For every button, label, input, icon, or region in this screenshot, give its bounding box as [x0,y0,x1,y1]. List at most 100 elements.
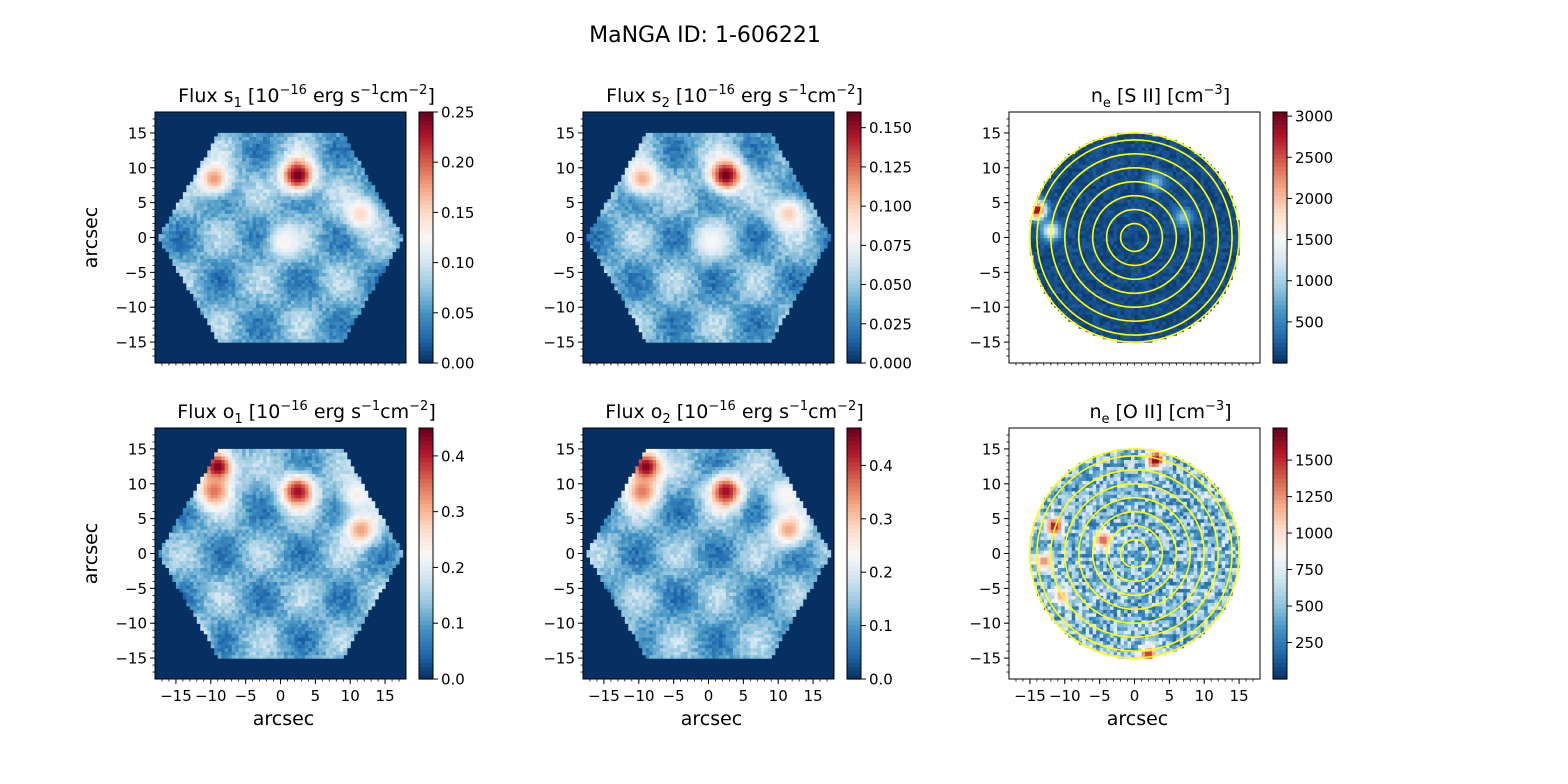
colorbar-tick-label: 3000 [1295,108,1333,126]
colorbar-tick-label: 0.3 [869,510,893,528]
panel-title: Flux s1 [10−16 erg s−1cm−2] [178,83,435,111]
y-tick-label: −10 [969,299,1001,317]
x-tick-label: −10 [1049,687,1081,705]
y-tick-label: 0 [991,229,1001,247]
x-tick-label: −15 [1014,687,1046,705]
y-tick-label: 15 [128,124,147,142]
y-tick-label: 15 [982,440,1001,458]
colorbar-tick-label: 0.1 [441,615,465,633]
y-tick-label: 5 [137,194,147,212]
panel-title: Flux s2 [10−16 erg s−1cm−2] [606,83,863,111]
colorbar-tick-label: 0.20 [441,154,474,172]
colorbar-tick-label: 250 [1295,634,1324,652]
colorbar-tick-label: 0.15 [441,204,474,222]
x-tick-label: −15 [160,687,192,705]
y-tick-label: −15 [115,334,147,352]
colorbar-tick-label: 0.100 [869,198,912,216]
colorbar-tick-label: 1500 [1295,231,1333,249]
y-tick-label: 0 [991,545,1001,563]
x-tick-label: −5 [235,687,257,705]
x-tick-label: 10 [1195,687,1214,705]
colorbar-tick-label: 0.3 [441,503,465,521]
x-tick-label: 15 [1230,687,1249,705]
figure: MaNGA ID: 1-606221 −15−10−5051015arcsecF… [0,0,1568,784]
x-tick-label: −5 [1089,687,1111,705]
y-tick-label: −15 [115,650,147,668]
colorbar-tick-label: 0.10 [441,254,474,272]
y-tick-label: 5 [991,194,1001,212]
y-tick-label: −10 [543,299,575,317]
y-tick-label: −5 [979,580,1001,598]
colorbar-tick-label: 0.125 [869,158,912,176]
y-tick-label: 5 [565,510,575,528]
y-tick-label: −15 [969,650,1001,668]
colorbar-tick-label: 2000 [1295,190,1333,208]
panel-title: ne [S II] [cm−3] [1091,83,1230,111]
y-tick-label: −15 [543,650,575,668]
colorbar-tick-label: 0.000 [869,355,912,373]
colorbar: 0.000.050.100.150.200.25 [419,104,474,373]
colorbar-tick-label: 0.075 [869,237,912,255]
y-tick-label: 15 [556,124,575,142]
colorbar-tick-label: 0.150 [869,119,912,137]
y-tick-label: 0 [137,545,147,563]
y-tick-label: −10 [115,299,147,317]
x-tick-label: 0 [1130,687,1140,705]
x-tick-label: 15 [376,687,395,705]
panel-title: Flux o1 [10−16 erg s−1cm−2] [177,399,435,427]
colorbar-tick-label: 1500 [1295,452,1333,470]
colorbar-tick-label: 500 [1295,598,1324,616]
y-tick-label: 15 [128,440,147,458]
colorbar-tick-label: 0.2 [441,559,465,577]
y-tick-label: −15 [543,334,575,352]
y-tick-label: 0 [565,545,575,563]
panel-title: Flux o2 [10−16 erg s−1cm−2] [605,399,863,427]
colorbar-tick-label: 0.25 [441,104,474,122]
colorbar-tick-label: 0.025 [869,315,912,333]
y-axis-label: arcsec [80,207,102,269]
y-tick-label: −10 [543,615,575,633]
colorbar-tick-label: 1000 [1295,272,1333,290]
colorbar-tick-label: 500 [1295,313,1324,331]
y-tick-label: 10 [982,475,1001,493]
y-tick-label: 10 [982,159,1001,177]
y-tick-label: −5 [125,264,147,282]
y-tick-label: 10 [128,475,147,493]
colorbar-tick-label: 0.1 [869,617,893,635]
x-tick-label: −10 [195,687,227,705]
x-axis-label: arcsec [681,708,743,730]
colorbar-tick-label: 0.4 [869,457,893,475]
y-tick-label: 5 [991,510,1001,528]
colorbar-tick-label: 750 [1295,561,1324,579]
y-tick-label: −15 [969,334,1001,352]
colorbar-tick-label: 0.00 [441,355,474,373]
colorbar-tick-label: 1250 [1295,488,1333,506]
y-tick-label: 15 [556,440,575,458]
y-tick-label: 10 [128,159,147,177]
y-tick-label: −5 [553,264,575,282]
x-tick-label: 5 [739,687,749,705]
y-tick-label: −5 [553,580,575,598]
y-tick-label: 10 [556,159,575,177]
panel-title: ne [O II] [cm−3] [1089,399,1231,427]
y-tick-label: 5 [565,194,575,212]
colorbar-tick-label: 0.2 [869,564,893,582]
y-tick-label: 15 [982,124,1001,142]
x-axis-label: arcsec [253,708,315,730]
colorbar-tick-label: 0.050 [869,276,912,294]
x-tick-label: 10 [341,687,360,705]
x-tick-label: −10 [623,687,655,705]
x-tick-label: 0 [276,687,286,705]
colorbar-tick-label: 0.4 [441,447,465,465]
y-tick-label: 5 [137,510,147,528]
x-tick-label: 10 [769,687,788,705]
